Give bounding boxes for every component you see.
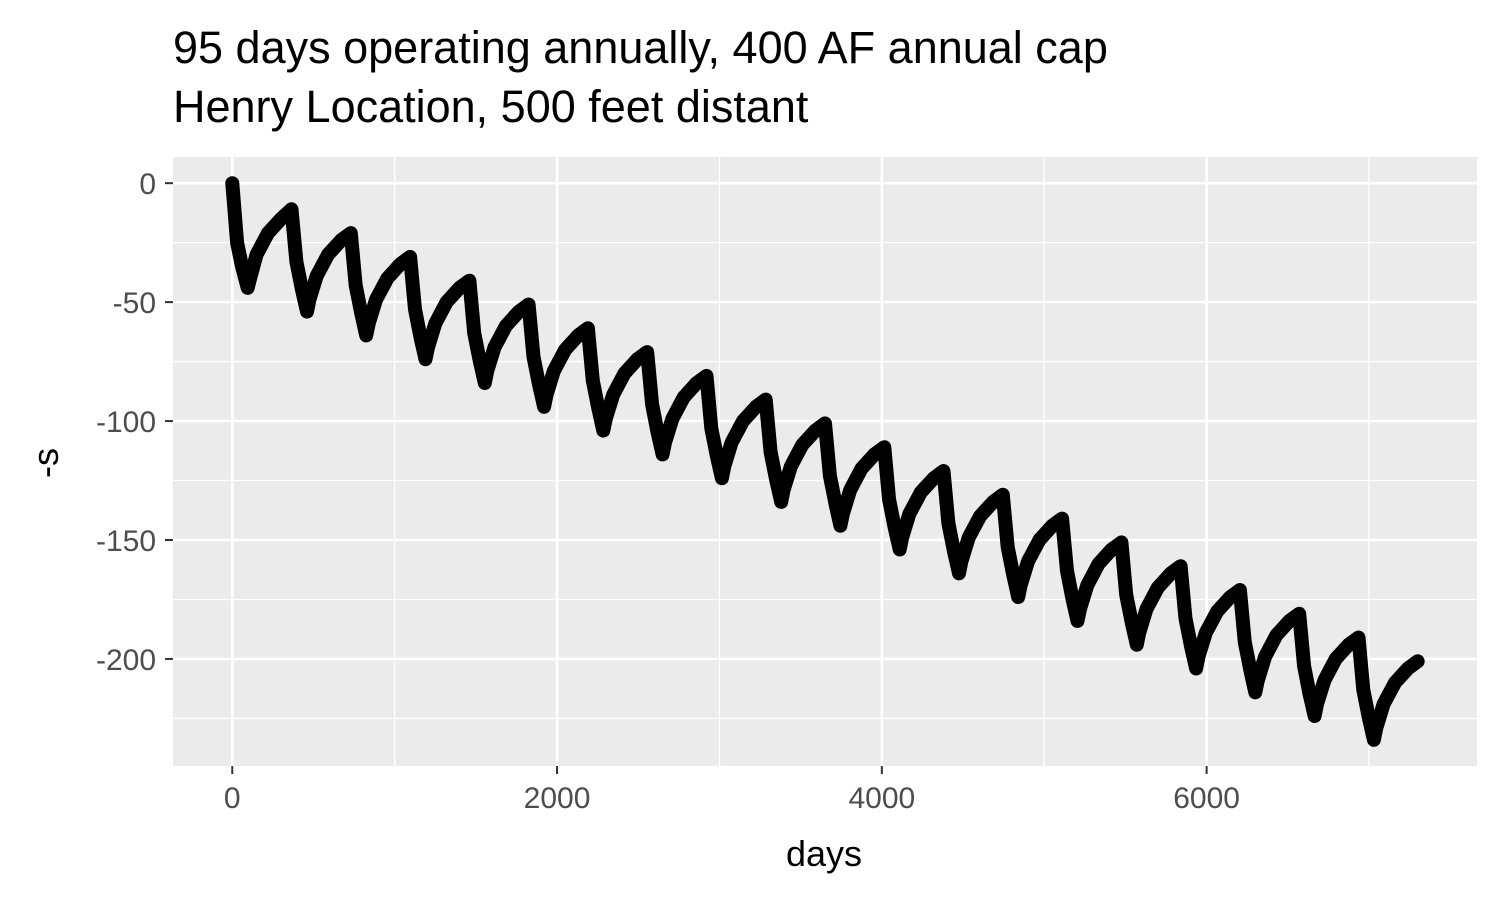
series-layer xyxy=(225,176,1425,747)
x-tick-label: 0 xyxy=(224,782,241,815)
chart-title: 95 days operating annually, 400 AF annua… xyxy=(173,22,1108,132)
x-tick-label: 2000 xyxy=(524,782,591,815)
series-line xyxy=(225,176,1425,747)
x-tick-label: 6000 xyxy=(1173,782,1240,815)
y-tick-label: 0 xyxy=(139,168,156,201)
y-tick-label: -100 xyxy=(96,406,156,439)
x-tick-label: 4000 xyxy=(848,782,915,815)
y-axis-title: -s xyxy=(25,448,66,478)
chart-title-line-2: Henry Location, 500 feet distant xyxy=(173,81,809,132)
grid-major xyxy=(173,157,1477,766)
x-axis: 0 2000 4000 6000 xyxy=(224,766,1240,815)
chart-title-line-1: 95 days operating annually, 400 AF annua… xyxy=(173,22,1108,73)
y-tick-label: -50 xyxy=(113,287,156,320)
y-tick-label: -150 xyxy=(96,525,156,558)
y-tick-label: -200 xyxy=(96,644,156,677)
y-axis: 0 -50 -100 -150 -200 xyxy=(96,168,173,677)
x-axis-title: days xyxy=(786,833,862,874)
